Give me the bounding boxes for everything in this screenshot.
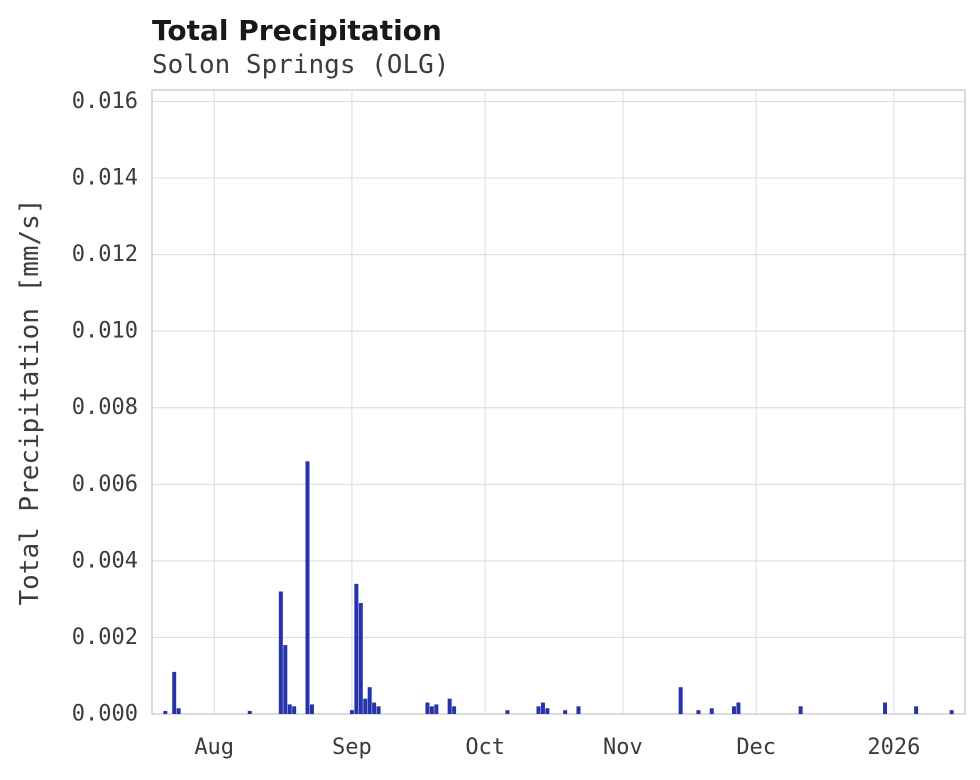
- y-tick-label: 0.012: [72, 242, 138, 267]
- bar: [172, 671, 177, 714]
- bar: [287, 704, 292, 714]
- gridlines: [152, 90, 965, 715]
- bar: [349, 710, 354, 714]
- bar: [536, 706, 541, 714]
- y-tick-label: 0.008: [72, 395, 138, 420]
- bar: [376, 706, 381, 714]
- y-tick-label: 0.000: [72, 702, 138, 727]
- bar: [709, 708, 714, 714]
- x-tick-label: Aug: [194, 735, 234, 760]
- bar: [545, 708, 550, 714]
- bar: [176, 708, 181, 714]
- bar: [883, 702, 888, 714]
- y-tick-label: 0.014: [72, 166, 138, 191]
- bar: [372, 702, 377, 714]
- plot-border: [151, 89, 966, 715]
- bar: [283, 645, 288, 714]
- y-tick-label: 0.010: [72, 319, 138, 344]
- bar: [949, 710, 954, 714]
- bar: [309, 704, 314, 714]
- bar: [452, 706, 457, 714]
- bar: [678, 687, 683, 714]
- bar: [563, 710, 568, 714]
- bars: [163, 461, 954, 714]
- bar: [447, 698, 452, 714]
- bar: [434, 704, 439, 714]
- bar: [736, 702, 741, 714]
- bar: [363, 698, 368, 714]
- bar: [505, 710, 510, 714]
- bar: [247, 710, 252, 714]
- bar: [914, 706, 919, 714]
- bar: [358, 602, 363, 714]
- x-tick-label: Sep: [332, 735, 372, 760]
- bar: [278, 591, 283, 714]
- x-tick-label: Dec: [736, 735, 776, 760]
- y-tick-label: 0.002: [72, 625, 138, 650]
- x-tick-label: Oct: [465, 735, 505, 760]
- bar: [354, 583, 359, 714]
- bar: [163, 710, 168, 714]
- bar: [292, 706, 297, 714]
- x-tick-label: Nov: [603, 735, 643, 760]
- y-tick-label: 0.006: [72, 472, 138, 497]
- y-tick-label: 0.004: [72, 548, 138, 573]
- bar: [696, 710, 701, 714]
- bar: [425, 702, 430, 714]
- bar: [576, 706, 581, 714]
- bar: [429, 706, 434, 714]
- tick-labels: 0.000 0.002 0.004 0.006 0.008 0.010 0.012 0.014…: [72, 89, 921, 760]
- bar: [305, 461, 310, 714]
- bar: [367, 687, 372, 714]
- x-tick-label: 2026: [867, 735, 920, 760]
- y-tick-label: 0.016: [72, 89, 138, 114]
- bar: [731, 706, 736, 714]
- chart-subtitle: Solon Springs (OLG): [152, 50, 450, 80]
- bar: [540, 702, 545, 714]
- bar: [798, 706, 803, 714]
- chart-title: Total Precipitation: [152, 14, 442, 47]
